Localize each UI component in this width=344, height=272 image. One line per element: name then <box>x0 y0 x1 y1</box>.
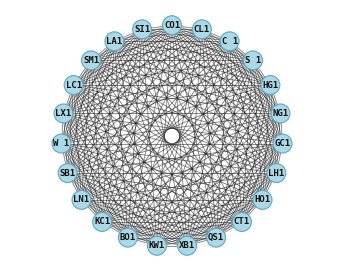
Circle shape <box>267 164 286 183</box>
Circle shape <box>253 190 272 209</box>
Text: GC1: GC1 <box>275 139 291 148</box>
Text: LN1: LN1 <box>73 195 89 204</box>
Text: LX1: LX1 <box>55 109 72 118</box>
Circle shape <box>72 190 91 209</box>
Text: QS1: QS1 <box>208 233 224 242</box>
Text: HG1: HG1 <box>262 81 278 89</box>
Circle shape <box>207 228 226 247</box>
Circle shape <box>52 134 71 153</box>
Circle shape <box>64 76 83 94</box>
Text: HO1: HO1 <box>255 195 271 204</box>
Text: CL1: CL1 <box>194 25 210 34</box>
Text: SM1: SM1 <box>83 56 99 65</box>
Circle shape <box>220 32 239 51</box>
Text: LA1: LA1 <box>106 37 122 46</box>
Text: NG1: NG1 <box>272 109 289 118</box>
Text: KW1: KW1 <box>149 241 165 250</box>
Circle shape <box>105 32 124 51</box>
Circle shape <box>233 212 251 231</box>
Text: LC1: LC1 <box>66 81 82 89</box>
Circle shape <box>273 134 292 153</box>
Text: C 1: C 1 <box>222 37 238 46</box>
Circle shape <box>178 236 196 255</box>
Circle shape <box>192 20 211 39</box>
Text: KC1: KC1 <box>94 217 110 227</box>
Circle shape <box>271 104 290 123</box>
Circle shape <box>82 51 100 70</box>
Text: SB1: SB1 <box>60 169 76 178</box>
Text: CO1: CO1 <box>164 21 180 30</box>
Circle shape <box>244 51 262 70</box>
Circle shape <box>93 212 111 231</box>
Circle shape <box>118 228 137 247</box>
Text: CT1: CT1 <box>234 217 250 227</box>
Circle shape <box>58 164 77 183</box>
Circle shape <box>133 20 152 39</box>
Text: W 1: W 1 <box>53 139 69 148</box>
Circle shape <box>148 236 166 255</box>
Text: XB1: XB1 <box>179 241 195 250</box>
Text: LH1: LH1 <box>268 169 284 178</box>
Circle shape <box>163 16 181 35</box>
Text: BO1: BO1 <box>120 233 136 242</box>
Circle shape <box>261 76 280 94</box>
Text: S 1: S 1 <box>245 56 261 65</box>
Circle shape <box>54 104 73 123</box>
Circle shape <box>167 131 177 141</box>
Text: SI1: SI1 <box>134 25 150 34</box>
